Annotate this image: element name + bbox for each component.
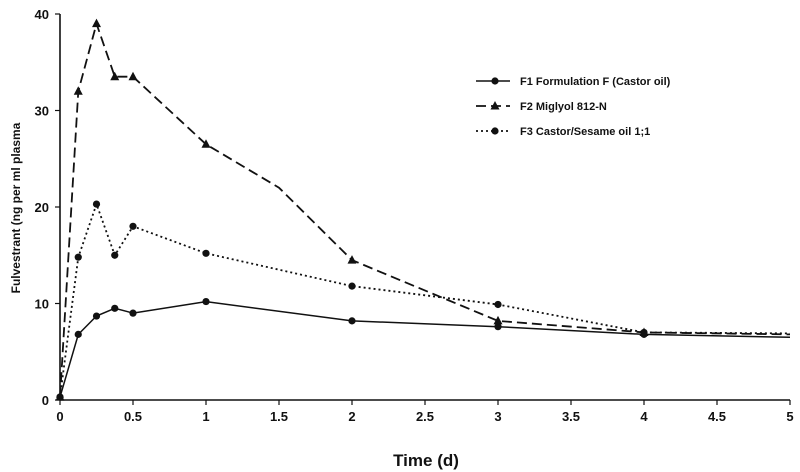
axes: 0 0.5 1 1.5 2 2.5 3 3.5 4 4.5 5 0 10 20 30 40	[35, 7, 794, 424]
x-tick-label: 2	[348, 409, 355, 424]
series-2-point	[110, 71, 120, 81]
series-3	[56, 200, 791, 401]
x-tick-label: 4	[640, 409, 648, 424]
y-tick-label: 40	[35, 7, 49, 22]
series-3-point	[92, 200, 101, 208]
x-tick-label: 5	[786, 409, 793, 424]
x-tick-label: 3	[494, 409, 501, 424]
series-layer	[55, 18, 791, 401]
series-3-point	[111, 251, 119, 259]
series-3-point	[202, 249, 210, 257]
series-1-point	[92, 312, 101, 320]
series-3-point	[129, 222, 137, 230]
y-tick-label: 10	[35, 297, 49, 312]
series-1-point	[494, 323, 502, 331]
x-tick-label: 0	[56, 409, 63, 424]
series-2-point	[128, 71, 138, 81]
series-3-point	[640, 328, 648, 337]
y-tick-label: 20	[35, 200, 49, 215]
series-1-point	[74, 330, 82, 338]
x-tick-label: 3.5	[562, 409, 580, 424]
x-axis-title: Time (d)	[393, 451, 459, 470]
series-2	[55, 18, 791, 401]
series-1-point	[202, 297, 210, 306]
x-tick-label: 2.5	[416, 409, 434, 424]
series-1-point	[129, 309, 137, 317]
series-2-point	[201, 139, 211, 148]
series-3-point	[494, 300, 502, 309]
series-1-line	[59, 300, 791, 398]
y-axis-title: Fulvestrant (ng per ml plasma	[9, 122, 23, 293]
legend-marker	[490, 101, 500, 110]
legend-label: F2 Miglyol 812-N	[520, 101, 607, 113]
series-2-point	[73, 86, 83, 95]
legend-marker	[491, 77, 499, 85]
series-2-line	[59, 20, 791, 398]
x-tick-label: 4.5	[708, 409, 726, 424]
legend-label: F3 Castor/Sesame oil 1;1	[520, 126, 650, 138]
x-tick-label: 1.5	[270, 409, 288, 424]
series-3-point	[74, 253, 82, 261]
y-tick-label: 30	[35, 104, 49, 119]
legend-label: F1 Formulation F (Castor oil)	[520, 76, 671, 88]
x-tick-label: 1	[202, 409, 209, 424]
series-2-point	[347, 255, 357, 264]
y-tick-label: 0	[42, 393, 49, 408]
series-3-point	[348, 282, 356, 290]
series-3-line	[59, 201, 791, 398]
series-1-point	[348, 317, 356, 325]
series-2-point	[92, 18, 101, 28]
legend-marker	[491, 127, 499, 135]
series-3-point	[56, 393, 64, 401]
series-1-point	[111, 304, 119, 312]
legend: F1 Formulation F (Castor oil) F2 Miglyol …	[476, 76, 671, 138]
x-tick-label: 0.5	[124, 409, 142, 424]
series-2-point	[493, 315, 503, 325]
series-1	[56, 297, 791, 401]
